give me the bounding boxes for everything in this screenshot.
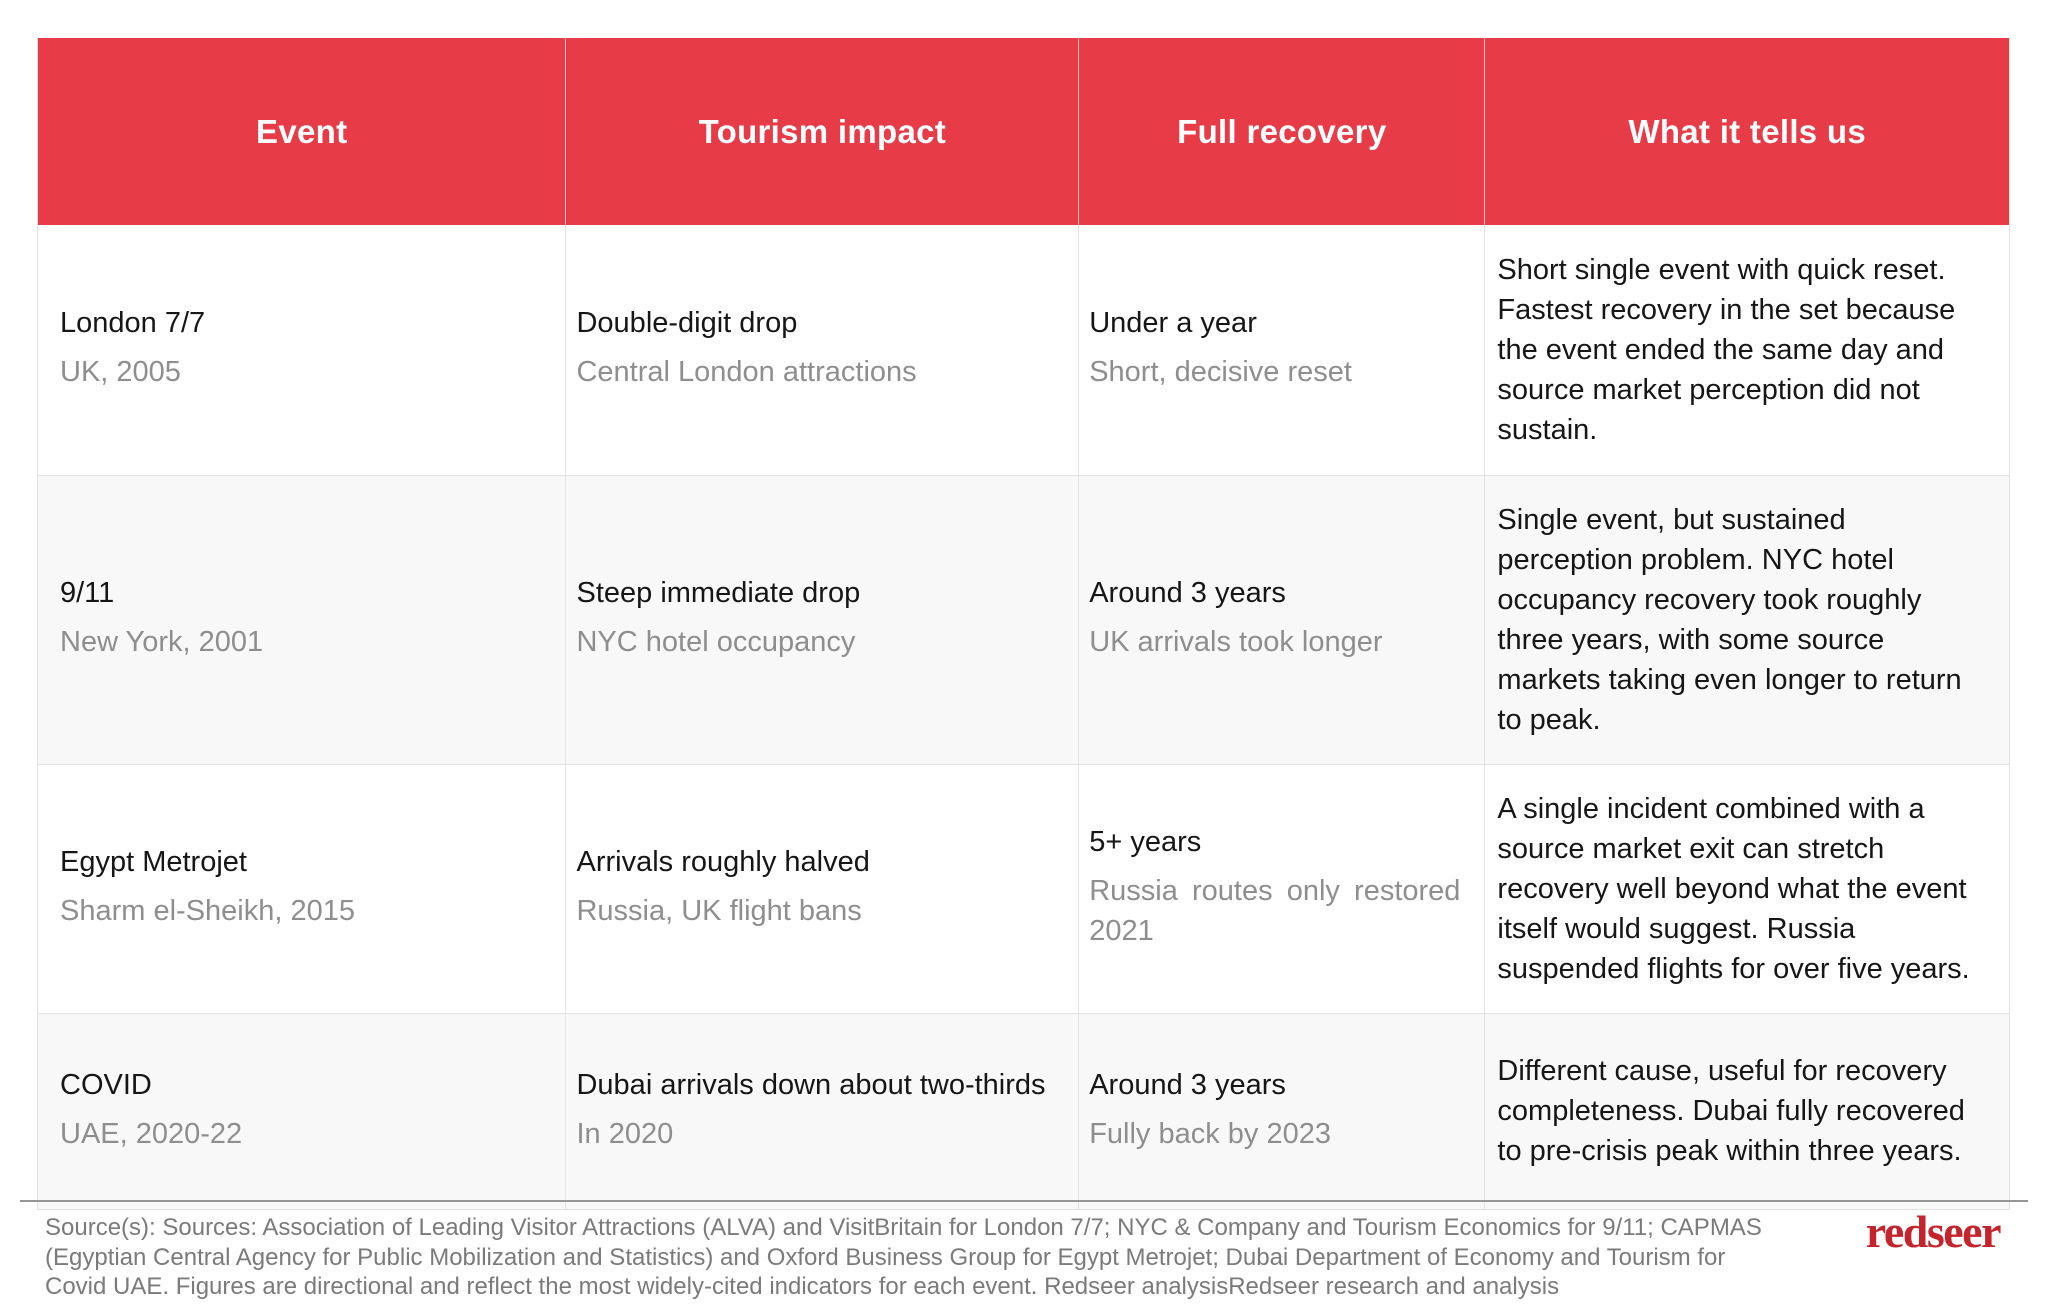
cell-tourism-impact: Arrivals roughly halved Russia, UK fligh… (565, 764, 1080, 1014)
column-header-event: Event (37, 38, 567, 225)
event-location: Sharm el-Sheikh, 2015 (60, 895, 355, 927)
table-row-covid: COVID UAE, 2020-22 Dubai arrivals down a… (37, 1013, 2010, 1210)
redseer-logo: redseer (1865, 1206, 2002, 1257)
cell-full-recovery: 5+ years Russia routes only restored 202… (1078, 764, 1486, 1014)
cell-full-recovery: Around 3 years UK arrivals took longer (1078, 475, 1486, 765)
events-recovery-table: Event Tourism impact Full recovery What … (37, 38, 2010, 1210)
tells-text: Different cause, useful for recovery com… (1497, 1055, 1965, 1167)
impact-headline: Double-digit drop (576, 307, 798, 340)
column-header-what-it-tells-us: What it tells us (1484, 38, 2010, 225)
cell-full-recovery: Around 3 years Fully back by 2023 (1078, 1013, 1486, 1210)
recovery-headline: Around 3 years (1089, 1068, 1286, 1101)
tells-text: A single incident combined with a source… (1497, 792, 1970, 985)
cell-what-it-tells-us: A single incident combined with a source… (1484, 764, 2010, 1014)
source-text: Source(s): Sources: Association of Leadi… (45, 1214, 1762, 1300)
table-row-egypt-metrojet: Egypt Metrojet Sharm el-Sheikh, 2015 Arr… (37, 764, 2010, 1014)
tells-text: Single event, but sustained perception p… (1497, 503, 1962, 736)
impact-detail: Central London attractions (576, 356, 917, 389)
recovery-headline: Under a year (1089, 307, 1257, 340)
impact-headline: Arrivals roughly halved (576, 846, 870, 878)
column-header-full-recovery: Full recovery (1078, 38, 1486, 225)
event-name: Egypt Metrojet (60, 846, 247, 878)
impact-headline: Steep immediate drop (576, 577, 861, 609)
cell-event: 9/11 New York, 2001 (37, 475, 567, 765)
event-location: New York, 2001 (60, 626, 264, 658)
event-location: UAE, 2020-22 (60, 1117, 243, 1150)
tells-text: Short single event with quick reset. Fas… (1497, 253, 1956, 446)
footer: Source(s): Sources: Association of Leadi… (45, 1209, 2002, 1302)
cell-what-it-tells-us: Different cause, useful for recovery com… (1484, 1013, 2010, 1210)
event-location: UK, 2005 (60, 356, 181, 389)
cell-tourism-impact: Double-digit drop Central London attract… (565, 225, 1080, 476)
impact-detail: NYC hotel occupancy (576, 626, 856, 658)
recovery-detail: Short, decisive reset (1089, 356, 1352, 389)
cell-tourism-impact: Dubai arrivals down about two-thirds In … (565, 1013, 1080, 1210)
recovery-headline: 5+ years (1089, 826, 1202, 858)
cell-what-it-tells-us: Single event, but sustained perception p… (1484, 475, 2010, 765)
cell-tourism-impact: Steep immediate drop NYC hotel occupancy (565, 475, 1080, 765)
cell-event: London 7/7 UK, 2005 (37, 225, 567, 476)
column-header-tourism-impact: Tourism impact (565, 38, 1080, 225)
recovery-detail: Fully back by 2023 (1089, 1117, 1332, 1150)
impact-headline: Dubai arrivals down about two-thirds (576, 1068, 1046, 1101)
table-row-911: 9/11 New York, 2001 Steep immediate drop… (37, 475, 2010, 765)
cell-full-recovery: Under a year Short, decisive reset (1078, 225, 1486, 476)
event-name: COVID (60, 1068, 152, 1101)
footer-divider (20, 1200, 2028, 1202)
recovery-detail: Russia routes only restored 2021 (1089, 875, 1461, 947)
impact-detail: Russia, UK flight bans (576, 895, 862, 927)
event-name: 9/11 (60, 577, 115, 609)
event-name: London 7/7 (60, 307, 206, 340)
cell-what-it-tells-us: Short single event with quick reset. Fas… (1484, 225, 2010, 476)
table-header: Event Tourism impact Full recovery What … (37, 38, 2010, 225)
recovery-headline: Around 3 years (1089, 577, 1286, 609)
cell-event: COVID UAE, 2020-22 (37, 1013, 567, 1210)
impact-detail: In 2020 (576, 1117, 674, 1150)
cell-event: Egypt Metrojet Sharm el-Sheikh, 2015 (37, 764, 567, 1014)
recovery-detail: UK arrivals took longer (1089, 626, 1383, 658)
table-row-london-77: London 7/7 UK, 2005 Double-digit drop Ce… (37, 225, 2010, 476)
